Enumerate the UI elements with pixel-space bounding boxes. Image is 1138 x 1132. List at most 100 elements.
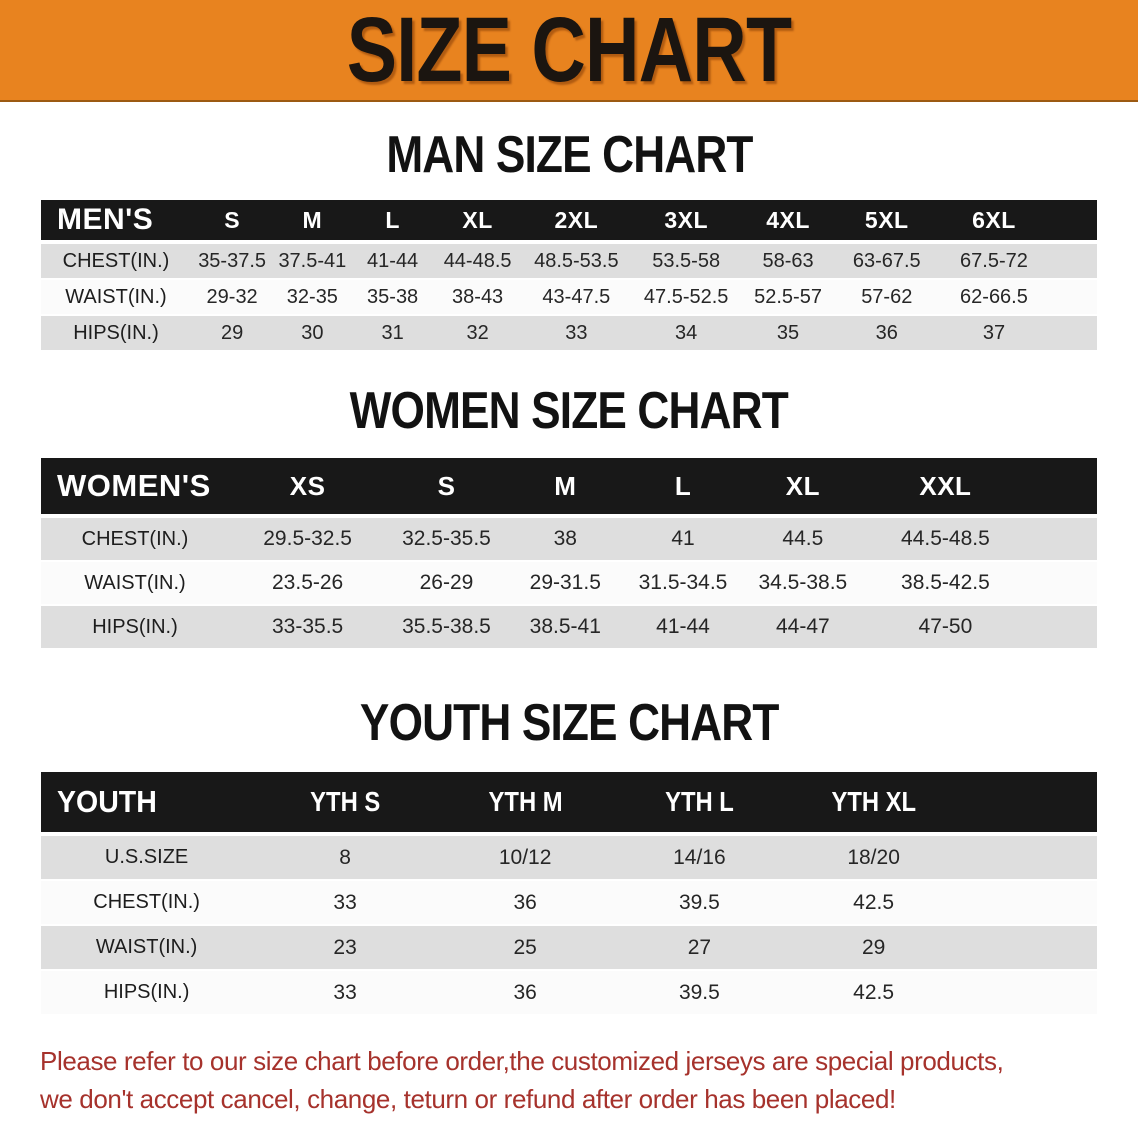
mens-size-column-header: 3XL (631, 200, 742, 244)
mens-size-column-header: 6XL (938, 200, 1050, 244)
youth-cell: 36 (438, 971, 613, 1016)
youth-cell: 23 (252, 926, 439, 971)
youth-cell: 8 (252, 836, 439, 881)
womens-cell: 44.5-48.5 (863, 518, 1028, 562)
womens-size-column-header: XXL (863, 458, 1028, 518)
womens-size-column-header: M (506, 458, 624, 518)
mens-cell: 37 (938, 316, 1050, 352)
womens-size-column-label: XL (785, 470, 820, 501)
womens-heading-text: WOMEN SIZE CHART (349, 382, 789, 440)
mens-cell: 43-47.5 (521, 280, 632, 316)
womens-table-row: WAIST(IN.) 23.5-26 26-29 29-31.5 31.5-34.5 34… (41, 562, 1097, 606)
mens-cell: 30 (273, 316, 352, 352)
youth-row-label: WAIST(IN.) (41, 926, 253, 971)
mens-size-column-label: 4XL (766, 206, 810, 233)
youth-size-table: YOUTH YTH S YTH M YTH L YTH XL U.S.SIZE 8 10/12… (41, 772, 1097, 1016)
womens-size-column-header: L (623, 458, 743, 518)
mens-cell: 48.5-53.5 (521, 244, 632, 280)
mens-cell-spacer (1049, 316, 1097, 352)
womens-size-column-label: S (437, 470, 456, 501)
womens-cell-spacer (1027, 562, 1097, 606)
womens-size-column-label: XXL (919, 470, 972, 501)
mens-cell: 62-66.5 (938, 280, 1050, 316)
mens-cell: 35-38 (351, 280, 434, 316)
mens-cell-spacer (1049, 280, 1097, 316)
womens-section: WOMEN SIZE CHART WOMEN'S XS S M L XL XXL CHEST(… (0, 384, 1138, 650)
youth-size-column-label: YTH XL (831, 786, 916, 817)
mens-size-column-header: 5XL (835, 200, 939, 244)
mens-cell: 33 (521, 316, 632, 352)
mens-size-column-header: S (190, 200, 274, 244)
mens-cell: 58-63 (741, 244, 836, 280)
mens-size-column-header: M (273, 200, 352, 244)
mens-size-table: MEN'S S M L XL 2XL 3XL 4XL 5XL 6XL CHEST(IN.) 35-37… (41, 200, 1097, 352)
womens-row-label: WAIST(IN.) (41, 562, 229, 606)
disclaimer-line-1: Please refer to our size chart before or… (40, 1046, 1004, 1076)
mens-cell: 31 (351, 316, 434, 352)
youth-size-column-label: YTH L (665, 786, 734, 817)
mens-cell: 57-62 (835, 280, 939, 316)
mens-size-column-header: XL (433, 200, 522, 244)
mens-size-column-header: L (351, 200, 434, 244)
womens-cell: 35.5-38.5 (386, 606, 507, 650)
womens-cell: 31.5-34.5 (623, 562, 743, 606)
mens-cell: 29-32 (190, 280, 274, 316)
womens-header-spacer (1027, 458, 1097, 518)
mens-cell-spacer (1049, 244, 1097, 280)
mens-cell: 44-48.5 (433, 244, 522, 280)
mens-row-label: WAIST(IN.) (41, 280, 191, 316)
mens-header-spacer (1049, 200, 1097, 244)
womens-cell: 41-44 (623, 606, 743, 650)
mens-size-column-label: 5XL (864, 206, 909, 233)
womens-table-row: HIPS(IN.) 33-35.5 35.5-38.5 38.5-41 41-44 44-… (41, 606, 1097, 650)
youth-row-label: U.S.SIZE (41, 836, 253, 881)
youth-cell: 39.5 (612, 881, 787, 926)
mens-cell: 32 (433, 316, 522, 352)
youth-cell: 27 (612, 926, 787, 971)
youth-row-label: CHEST(IN.) (41, 881, 253, 926)
banner-title: SIZE CHART (346, 0, 792, 101)
womens-cell: 38.5-41 (506, 606, 624, 650)
womens-cell: 23.5-26 (228, 562, 387, 606)
womens-cell: 41 (623, 518, 743, 562)
youth-cell-spacer (960, 926, 1097, 971)
mens-cell: 36 (835, 316, 939, 352)
womens-cell: 29.5-32.5 (228, 518, 387, 562)
youth-heading: YOUTH SIZE CHART (0, 696, 1138, 750)
youth-size-column-header: YTH M (438, 772, 613, 836)
youth-cell: 36 (438, 881, 613, 926)
womens-header-row: WOMEN'S XS S M L XL XXL (41, 458, 1097, 518)
youth-heading-text: YOUTH SIZE CHART (359, 694, 779, 752)
mens-cell: 35 (741, 316, 836, 352)
youth-table-row: CHEST(IN.) 33 36 39.5 42.5 (41, 881, 1097, 926)
womens-corner-label: WOMEN'S (57, 468, 211, 503)
mens-heading-text: MAN SIZE CHART (385, 126, 753, 184)
womens-table-wrap: WOMEN'S XS S M L XL XXL CHEST(IN.) 29.5-32.5 32.5… (41, 458, 1097, 650)
mens-table-row: HIPS(IN.) 29 30 31 32 33 34 35 36 37 (41, 316, 1097, 352)
womens-cell: 32.5-35.5 (386, 518, 507, 562)
youth-cell: 29 (786, 926, 961, 971)
womens-size-table: WOMEN'S XS S M L XL XXL CHEST(IN.) 29.5-32.5 32.5… (41, 458, 1097, 650)
youth-header-row: YOUTH YTH S YTH M YTH L YTH XL (41, 772, 1097, 836)
womens-size-column-label: L (674, 470, 692, 501)
mens-cell: 63-67.5 (835, 244, 939, 280)
mens-cell: 53.5-58 (631, 244, 742, 280)
womens-cell: 38 (506, 518, 624, 562)
mens-cell: 34 (631, 316, 742, 352)
womens-cell: 44-47 (742, 606, 864, 650)
mens-size-column-label: 2XL (554, 206, 599, 233)
youth-header-spacer (960, 772, 1097, 836)
youth-cell: 42.5 (786, 971, 961, 1016)
youth-cell: 14/16 (612, 836, 787, 881)
youth-cell-spacer (960, 971, 1097, 1016)
youth-cell: 10/12 (438, 836, 613, 881)
youth-size-column-header: YTH S (252, 772, 439, 836)
youth-table-row: HIPS(IN.) 33 36 39.5 42.5 (41, 971, 1097, 1016)
mens-cell: 29 (190, 316, 274, 352)
womens-size-column-header: XS (228, 458, 387, 518)
mens-cell: 37.5-41 (273, 244, 352, 280)
womens-size-column-label: M (554, 470, 577, 501)
youth-cell: 33 (252, 881, 439, 926)
womens-cell: 44.5 (742, 518, 864, 562)
